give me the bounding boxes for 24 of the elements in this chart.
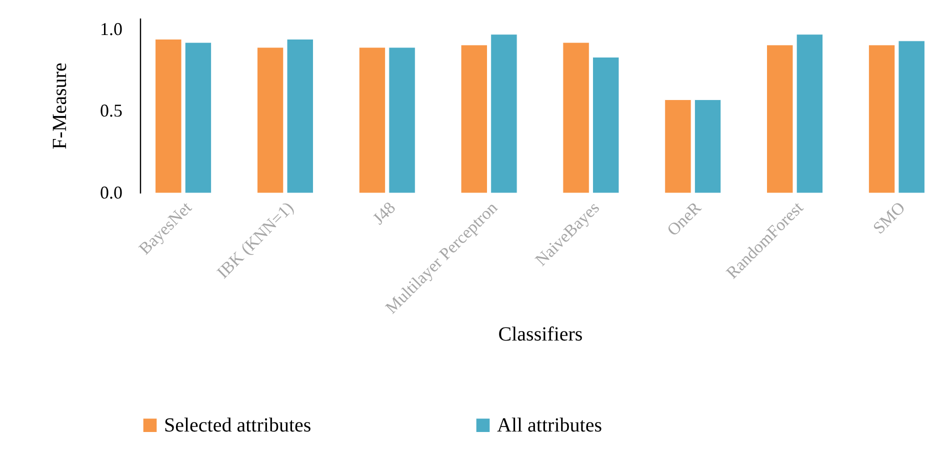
x-tick-label: J48 bbox=[369, 198, 400, 228]
bar bbox=[664, 100, 692, 194]
legend-label: All attributes bbox=[497, 414, 602, 436]
bar bbox=[796, 34, 824, 194]
bar bbox=[592, 57, 620, 194]
bar bbox=[184, 42, 212, 194]
bar bbox=[868, 44, 896, 194]
y-tick-label: 1.0 bbox=[100, 18, 122, 39]
bar bbox=[562, 42, 590, 194]
x-axis-title: Classifiers bbox=[498, 324, 583, 346]
y-tick-label: 0.5 bbox=[100, 100, 122, 121]
bar bbox=[155, 39, 182, 194]
bar bbox=[358, 47, 386, 194]
legend-label: Selected attributes bbox=[164, 414, 312, 436]
y-tick-label: 0.0 bbox=[100, 182, 122, 202]
bar bbox=[490, 34, 518, 194]
bar bbox=[388, 47, 416, 194]
bar bbox=[898, 40, 925, 194]
y-axis-title: F-Measure bbox=[49, 62, 71, 150]
bar bbox=[286, 39, 314, 194]
bar bbox=[256, 47, 284, 194]
bar bbox=[694, 100, 722, 194]
bar bbox=[766, 44, 794, 194]
bar bbox=[460, 44, 488, 194]
